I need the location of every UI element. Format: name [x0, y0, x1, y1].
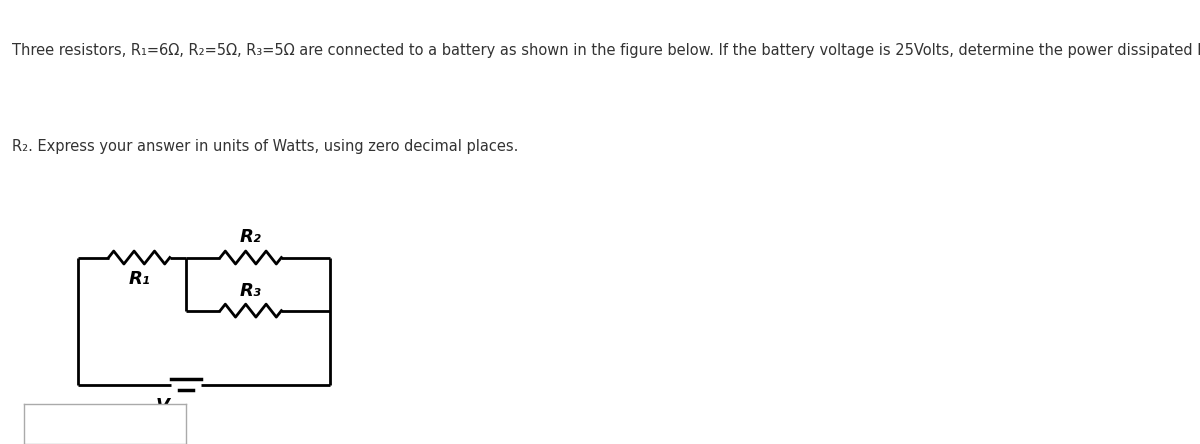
- Text: Three resistors, R₁=6Ω, R₂=5Ω, R₃=5Ω are connected to a battery as shown in the : Three resistors, R₁=6Ω, R₂=5Ω, R₃=5Ω are…: [12, 43, 1200, 58]
- Text: R₃: R₃: [240, 281, 262, 300]
- Text: V: V: [156, 397, 169, 415]
- Text: R₂. Express your answer in units of Watts, using zero decimal places.: R₂. Express your answer in units of Watt…: [12, 139, 518, 154]
- Text: R₂: R₂: [240, 228, 262, 246]
- Text: R₁: R₁: [128, 270, 150, 288]
